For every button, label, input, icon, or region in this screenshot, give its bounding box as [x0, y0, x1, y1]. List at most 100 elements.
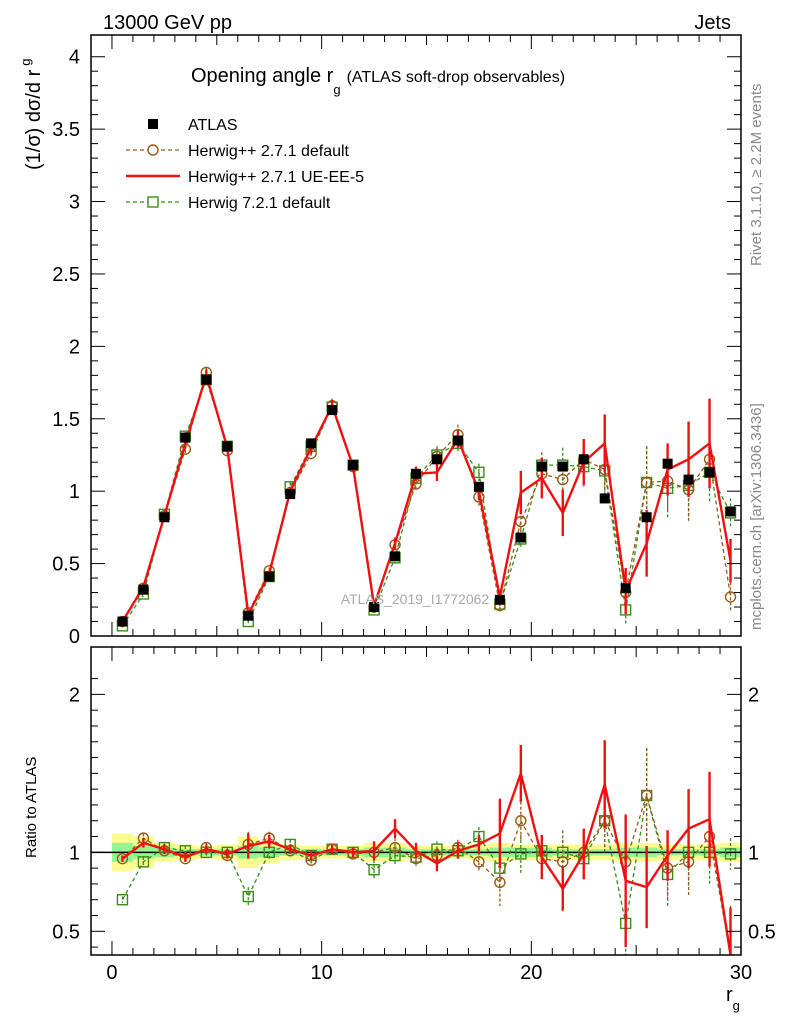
ratio-circle-dashed-point [515, 815, 527, 827]
main-data-point [431, 454, 442, 465]
main-data-point [306, 438, 317, 449]
main-data-point [411, 468, 421, 479]
main-circle-dashed-point [724, 591, 737, 603]
ratio-line-line [121, 769, 732, 956]
y-tick-label: 0 [69, 626, 80, 648]
x-tick-label: 20 [520, 962, 542, 984]
main-data-point [557, 461, 568, 472]
legend-entry-label: Herwig 7.2.1 default [188, 195, 331, 212]
main-data-point [452, 435, 463, 446]
ratio-square-dashed-point [242, 890, 254, 903]
ratio-plot-marks [116, 740, 737, 956]
main-data-point [473, 481, 484, 492]
y-tick-label: 4 [69, 47, 80, 69]
ratio-square-dashed-point [368, 864, 380, 876]
legend-entry-label: ATLAS [188, 117, 238, 134]
main-data-point [327, 405, 338, 416]
main-data-point [138, 584, 149, 595]
main-data-point [390, 551, 401, 562]
main-square-dashed-line [121, 377, 732, 627]
legend-entry-label: Herwig++ 2.7.1 default [188, 143, 350, 160]
watermark-label: ATLAS_2019_I1772062 [341, 591, 490, 607]
y-axis-label-main: (1/σ) dσ/d r [23, 69, 45, 170]
x-tick-label: 30 [730, 962, 752, 984]
main-data-point [494, 594, 505, 605]
y-axis-label: (1/σ) dσ/d r g [18, 59, 45, 171]
ratio-frame [90, 646, 742, 956]
main-data-point [180, 432, 191, 443]
main-data-point [348, 460, 359, 471]
legend-entry-label: Herwig++ 2.7.1 UE-EE-5 [188, 169, 364, 186]
x-axis-label: rg [726, 984, 740, 1013]
main-data-point [201, 374, 212, 385]
y-tick-label: 3 [69, 192, 80, 214]
ratio-y-tick-label-left: 1 [69, 842, 80, 864]
ratio-square-dashed-point [724, 848, 737, 860]
side-rivet-label: Rivet 3.1.10, ≥ 2.2M events [748, 84, 765, 267]
x-axis-label-main: r [726, 984, 733, 1006]
x-axis-label-subscript: g [733, 998, 740, 1013]
y-tick-label: 2 [69, 336, 80, 358]
ratio-circle-dashed-point [389, 841, 401, 854]
ratio-y-tick-label-right: 0.5 [748, 921, 776, 943]
legend: ATLAS Herwig++ 2.7.1 default Herwig++ 2.7.… [126, 117, 364, 212]
main-line-line [121, 371, 732, 623]
main-data-point [243, 610, 254, 621]
y-tick-label: 0.5 [52, 554, 80, 576]
y-tick-label: 3.5 [52, 119, 80, 141]
plot-title-main: Opening angle r [191, 65, 334, 87]
ratio-square-dashed-point [515, 848, 527, 860]
main-data-point [117, 616, 128, 627]
ratio-y-tick-label-right: 1 [748, 842, 759, 864]
y-tick-label: 1.5 [52, 409, 80, 431]
ratio-circle-dashed-line [122, 793, 732, 956]
main-data-point [515, 532, 526, 543]
main-data-point [369, 602, 380, 613]
main-data-point [662, 458, 673, 469]
main-data-point [536, 461, 547, 472]
main-data-point [264, 571, 275, 582]
main-circle-dashed-point [557, 473, 569, 486]
ratio-square-dashed-point [137, 856, 150, 868]
legend-marker-circle [147, 144, 159, 156]
y-tick-label: 2.5 [52, 264, 80, 286]
plot-title: Opening angle rg (ATLAS soft-drop observa… [191, 65, 565, 97]
main-circle-dashed-line [121, 369, 732, 622]
main-data-point [704, 467, 715, 478]
main-square-dashed-point [473, 466, 485, 479]
main-data-point [599, 493, 610, 504]
ratio-circle-dashed-point [473, 856, 485, 868]
ratio-circle-dashed-point [116, 852, 129, 865]
main-data-point [222, 441, 233, 452]
main-plot-marks [116, 366, 737, 632]
x-tick-label: 0 [106, 962, 117, 984]
svg-text:(1/σ) dσ/d rg: (1/σ) dσ/d r g [18, 59, 45, 171]
ratio-circle-dashed-point [494, 876, 506, 889]
main-data-point [578, 454, 589, 465]
plot-title-tail: (ATLAS soft-drop observables) [347, 69, 565, 86]
legend-marker-atlas [148, 119, 158, 129]
ratio-y-tick-label-left: 2 [69, 684, 80, 706]
plot-axes: 0 10 20 30 0 0.5 1 1.5 2 2.5 3 3.5 4 0.5 0.5 1 1 2 2 [52, 34, 776, 984]
main-circle-dashed-point [640, 476, 653, 489]
main-data-point [641, 512, 652, 523]
ratio-y-tick-label-right: 2 [748, 684, 759, 706]
main-data-point [683, 474, 694, 485]
ratio-y-axis-label: Ratio to ATLAS [23, 757, 40, 858]
header-process-label: 13000 GeV pp [103, 12, 232, 34]
main-data-point [159, 512, 170, 523]
main-frame [90, 34, 742, 637]
y-axis-label-subscript: g [18, 59, 33, 66]
ratio-square-dashed-point [116, 894, 129, 906]
y-tick-label: 1 [69, 481, 80, 503]
ratio-y-tick-label-left: 0.5 [52, 921, 80, 943]
ratio-circle-dashed-point [640, 789, 653, 802]
legend-marker-square [147, 196, 159, 208]
main-data-point [725, 506, 736, 517]
header-jets-label: Jets [694, 12, 731, 34]
side-mcplots-label: mcplots.cern.ch [arXiv:1306.3436] [748, 403, 765, 630]
main-data-point [285, 489, 296, 500]
main-data-point [620, 583, 631, 594]
x-tick-label: 10 [311, 962, 333, 984]
